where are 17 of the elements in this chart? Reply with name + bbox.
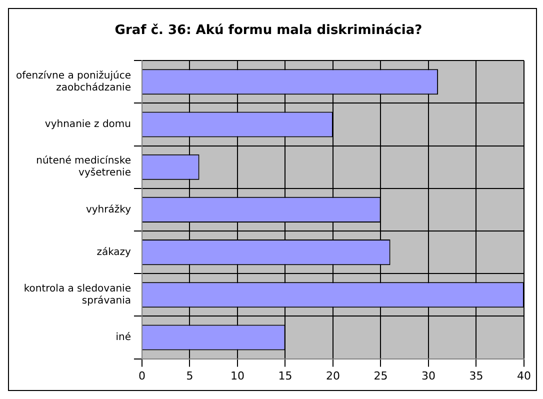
x-tick-label: 10 (230, 369, 244, 382)
y-tick-label: iné (116, 332, 131, 344)
y-tick-label: zákazy (96, 246, 132, 258)
x-tick-label: 40 (517, 369, 531, 382)
x-tick-label: 20 (326, 369, 340, 382)
x-tick-label: 30 (421, 369, 436, 382)
y-tick-label: vyhnanie z domu (44, 119, 131, 130)
chart-title: Graf č. 36: Akú formu mala diskriminácia? (114, 23, 422, 38)
x-tick-label: 35 (469, 369, 484, 382)
x-tick-label: 0 (138, 369, 146, 382)
x-tick-label: 5 (186, 369, 194, 382)
y-tick-label: kontrola a sledovanie správania (24, 283, 131, 306)
x-tick-label: 15 (278, 369, 292, 382)
y-tick-label: vyhrážky (86, 204, 132, 216)
y-tick-label: ofenzívne a ponižujúce zaobchádzanie (16, 70, 131, 94)
y-tick-label: nútené medicínske vyšetrenie (36, 156, 131, 179)
x-tick-label: 25 (374, 369, 388, 382)
